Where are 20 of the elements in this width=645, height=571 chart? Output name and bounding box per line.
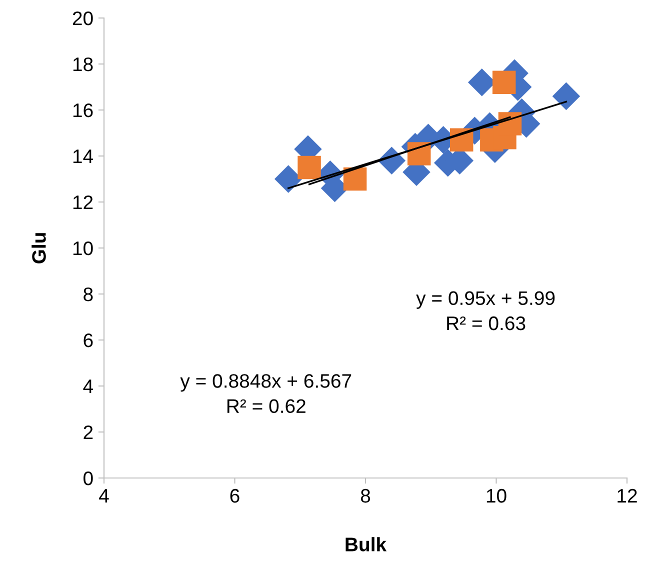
y-tick-label: 8 [84,287,93,302]
y-tick-label: 18 [73,57,93,72]
annotation: y = 0.95x + 5.99 R² = 0.63 [416,291,555,330]
x-axis-title: Bulk [346,537,387,552]
y-tick-label: 12 [73,195,93,210]
y-tick-label: 2 [84,425,93,440]
y-tick-label: 10 [73,241,93,256]
x-tick-label: 4 [99,489,109,503]
x-tick-label: 10 [486,488,506,503]
y-tick-label: 6 [84,333,93,348]
annotation: y = 0.8848x + 6.567 R² = 0.62 [180,374,352,414]
y-tick-label: 20 [72,11,93,26]
x-tick-label: 12 [618,488,637,503]
y-tick-label: 4 [83,380,94,394]
y-axis-title: Glu [32,233,46,264]
y-tick-label: 16 [73,103,93,118]
y-tick-label: 14 [73,150,94,164]
x-tick-label: 8 [360,488,370,503]
y-tick-label: 0 [84,471,93,486]
x-tick-label: 6 [230,488,240,503]
